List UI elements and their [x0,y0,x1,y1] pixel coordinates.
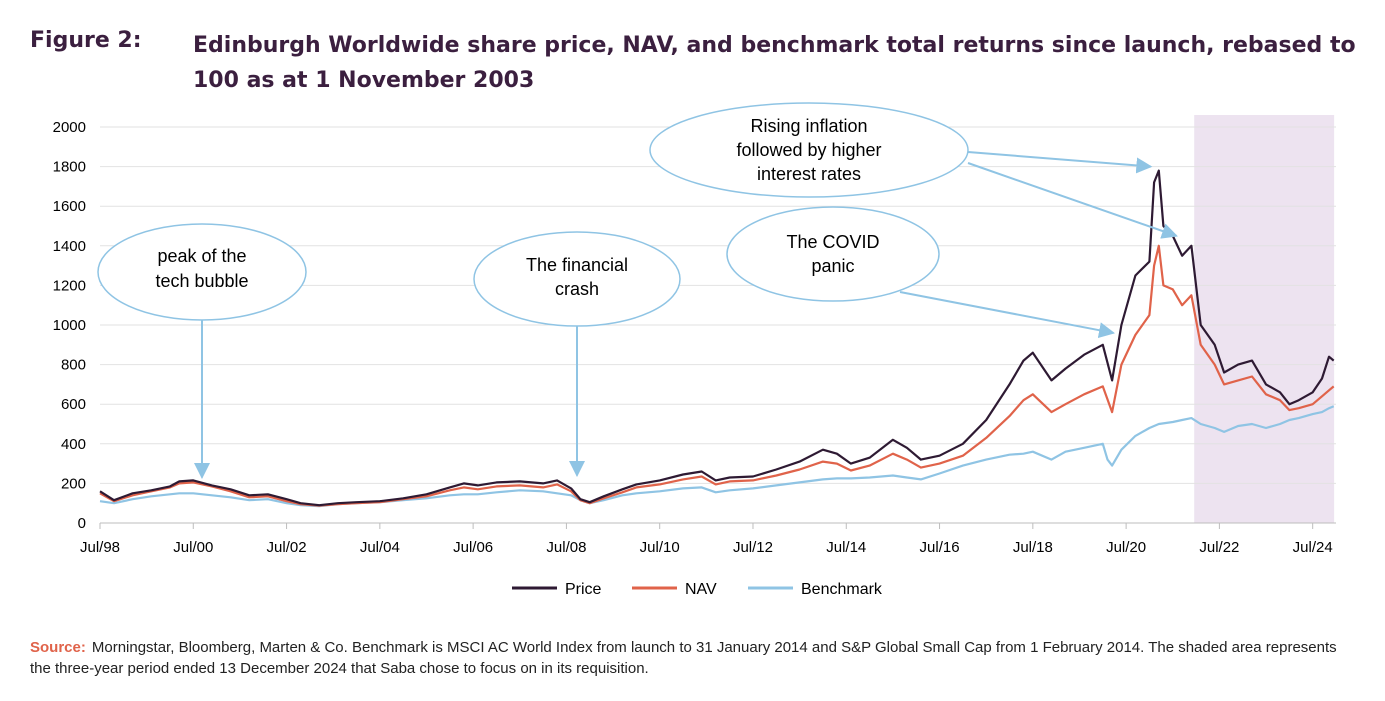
annotation-arrow [899,291,1116,339]
annotation-arrow [967,151,1153,174]
annotation: peak of the tech bubble [97,223,307,480]
annotation: Rising inflation followed by higher intere… [649,102,1178,239]
y-tick-label: 600 [61,396,86,413]
annotation-bubble [473,231,681,327]
legend-item-benchmark: Benchmark [748,581,883,598]
y-tick-label: 1600 [53,198,86,215]
x-tick-label: Jul/98 [80,539,120,556]
series-line-price [99,169,1335,507]
x-tick-label: Jul/16 [920,539,960,556]
x-tick-label: Jul/08 [546,539,586,556]
x-tick-label: Jul/02 [267,539,307,556]
y-tick-label: 1200 [53,277,86,294]
shaded-period [1194,115,1335,523]
source-note: Source: Morningstar, Bloomberg, Marten & … [30,637,1360,679]
figure-title: Edinburgh Worldwide share price, NAV, an… [193,33,1356,93]
y-tick-label: 400 [61,436,86,453]
annotation-text: followed by higher [736,140,881,160]
legend-label: NAV [685,581,717,598]
legend-item-nav: NAV [632,581,717,598]
annotations: peak of the tech bubble The financial crash… [97,102,1178,480]
series-line-benchmark [99,405,1335,508]
legend-label: Price [565,581,602,598]
annotation-text: The COVID [786,232,879,252]
annotation-text: crash [555,279,599,299]
annotation-text: panic [811,256,854,276]
x-tick-label: Jul/22 [1199,539,1239,556]
annotation: The COVID panic [726,206,1116,339]
legend-label: Benchmark [801,581,883,598]
annotation-text: peak of the [157,246,246,266]
legend-item-price: Price [512,581,602,598]
y-tick-label: 800 [61,357,86,374]
x-tick-label: Jul/04 [360,539,400,556]
y-tick-label: 1000 [53,317,86,334]
annotation-bubble [726,206,940,302]
x-tick-label: Jul/12 [733,539,773,556]
annotation-text: tech bubble [155,271,248,291]
legend: Price NAV Benchmark [512,581,883,598]
annotation-text: Rising inflation [750,116,867,136]
series-lines [99,169,1335,508]
source-text: Morningstar, Bloomberg, Marten & Co. Ben… [30,639,1337,677]
x-tick-label: Jul/24 [1293,539,1333,556]
y-axis: 0 200 400 600 800 1000 1200 1400 1600 1800 2000 [53,119,86,532]
figure-label: Figure 2: [30,28,142,53]
x-axis: Jul/98 Jul/00 Jul/02 Jul/04 Jul/06 Jul/08 Jul/… [80,522,1336,556]
source-label: Source: [30,639,86,656]
x-tick-label: Jul/00 [173,539,213,556]
x-tick-label: Jul/10 [640,539,680,556]
chart: 0 200 400 600 800 1000 1200 1400 1600 1800 2000 Ju… [53,102,1336,598]
annotation-text: interest rates [757,164,861,184]
x-tick-label: Jul/18 [1013,539,1053,556]
annotation-text: The financial [526,255,628,275]
annotation-arrow [967,162,1178,239]
y-tick-label: 0 [78,515,86,532]
y-tick-label: 2000 [53,119,86,136]
annotation-bubble [649,102,969,198]
y-tick-label: 1800 [53,159,86,176]
x-tick-label: Jul/06 [453,539,493,556]
y-tick-label: 1400 [53,238,86,255]
x-tick-label: Jul/20 [1106,539,1146,556]
y-tick-label: 200 [61,475,86,492]
annotation-bubble [97,223,307,321]
annotation: The financial crash [473,231,681,478]
x-tick-label: Jul/14 [826,539,866,556]
